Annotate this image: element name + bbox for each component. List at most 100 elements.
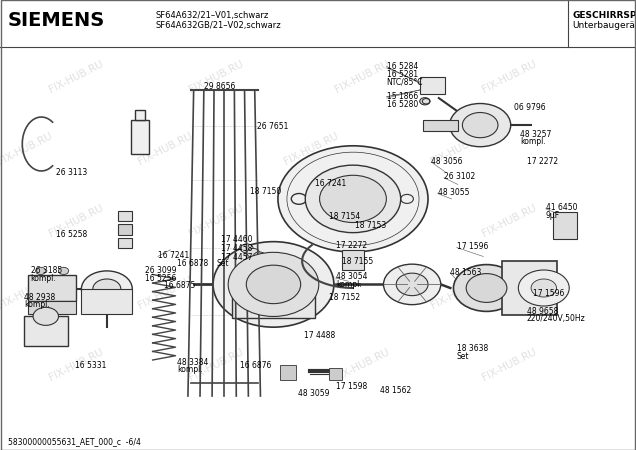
Text: 18 7153: 18 7153: [355, 221, 386, 230]
Text: FIX-HUB.RU: FIX-HUB.RU: [480, 346, 537, 382]
Bar: [280, 364, 296, 380]
Text: 18 7155: 18 7155: [342, 257, 373, 266]
Text: SIEMENS: SIEMENS: [8, 11, 105, 30]
Bar: [118, 224, 132, 235]
Text: 17 4460: 17 4460: [221, 235, 253, 244]
Circle shape: [213, 242, 334, 327]
Circle shape: [462, 112, 498, 138]
Circle shape: [93, 279, 121, 299]
Text: 06 9796: 06 9796: [514, 103, 546, 112]
Circle shape: [253, 252, 266, 261]
Text: FIX-HUB.RU: FIX-HUB.RU: [480, 202, 537, 238]
Text: 17 4457: 17 4457: [221, 253, 253, 262]
Text: 17 2272: 17 2272: [336, 241, 367, 250]
Text: 48 3054: 48 3054: [336, 272, 368, 281]
Bar: [24, 316, 68, 346]
Text: 17 1598: 17 1598: [336, 382, 367, 391]
Bar: [502, 261, 556, 315]
Bar: [232, 284, 315, 318]
Text: FIX-HUB.RU: FIX-HUB.RU: [48, 346, 105, 382]
Text: Set: Set: [216, 259, 229, 268]
Text: SF64A632GB/21–V02,schwarz: SF64A632GB/21–V02,schwarz: [156, 21, 282, 30]
Circle shape: [420, 98, 430, 105]
Bar: [135, 111, 145, 121]
Circle shape: [320, 175, 387, 222]
Text: 16 5331: 16 5331: [75, 361, 106, 370]
Text: 26 3185: 26 3185: [31, 266, 62, 275]
Text: FIX-HUB.RU: FIX-HUB.RU: [334, 202, 391, 238]
Circle shape: [453, 265, 520, 311]
Text: 48 1563: 48 1563: [450, 268, 481, 277]
Text: 16 6875: 16 6875: [164, 281, 195, 290]
Text: kompl.: kompl.: [336, 280, 361, 289]
Text: Unterbaugeräte: Unterbaugeräte: [572, 21, 636, 30]
Text: FIX-HUB.RU: FIX-HUB.RU: [334, 58, 391, 94]
Circle shape: [36, 267, 46, 274]
Text: 48 3059: 48 3059: [298, 389, 329, 398]
Text: 16 5281: 16 5281: [387, 70, 418, 79]
Text: 48 9658: 48 9658: [527, 307, 558, 316]
Bar: [329, 368, 342, 380]
Text: kompl.: kompl.: [177, 365, 202, 374]
Text: FIX-HUB.RU: FIX-HUB.RU: [48, 202, 105, 238]
Text: FIX-HUB.RU: FIX-HUB.RU: [137, 130, 194, 166]
Circle shape: [450, 104, 511, 147]
Bar: [420, 77, 445, 94]
Text: 18 7154: 18 7154: [329, 212, 361, 221]
Bar: [423, 120, 458, 130]
Text: 48 2938: 48 2938: [24, 292, 55, 302]
Bar: [81, 289, 132, 314]
Circle shape: [305, 165, 401, 233]
Circle shape: [518, 270, 569, 306]
Text: FIX-HUB.RU: FIX-HUB.RU: [334, 346, 391, 382]
Text: 17 1596: 17 1596: [457, 242, 488, 251]
Text: FIX-HUB.RU: FIX-HUB.RU: [188, 202, 245, 238]
Text: 16 5258: 16 5258: [56, 230, 87, 239]
Text: 15 1866: 15 1866: [387, 92, 418, 101]
Text: 48 3257: 48 3257: [520, 130, 551, 139]
Text: Set: Set: [457, 352, 469, 361]
Text: 58300000055631_AET_000_c  -6/4: 58300000055631_AET_000_c -6/4: [8, 437, 141, 446]
Text: 16 5280: 16 5280: [387, 100, 418, 109]
Text: 17 1596: 17 1596: [533, 289, 564, 298]
Text: 48 3055: 48 3055: [438, 188, 469, 197]
Text: NTC/85°C: NTC/85°C: [387, 77, 423, 86]
Text: 220/240V,50Hz: 220/240V,50Hz: [527, 314, 585, 323]
Text: FIX-HUB.RU: FIX-HUB.RU: [429, 274, 487, 310]
Text: 48 3056: 48 3056: [431, 157, 463, 166]
Text: kompl.: kompl.: [24, 300, 50, 309]
Text: FIX-HUB.RU: FIX-HUB.RU: [48, 58, 105, 94]
Bar: [28, 301, 76, 314]
Text: 26 7651: 26 7651: [256, 122, 288, 131]
Text: FIX-HUB.RU: FIX-HUB.RU: [188, 346, 245, 382]
Text: 48 1562: 48 1562: [380, 386, 411, 395]
Text: SF64A632/21–V01,schwarz: SF64A632/21–V01,schwarz: [156, 11, 269, 20]
Text: FIX-HUB.RU: FIX-HUB.RU: [283, 130, 340, 166]
Text: 16 5256: 16 5256: [145, 274, 176, 283]
Circle shape: [81, 271, 132, 307]
Circle shape: [33, 307, 59, 325]
Circle shape: [228, 252, 319, 316]
Circle shape: [246, 265, 301, 304]
Text: 16 7241: 16 7241: [158, 251, 189, 260]
Text: FIX-HUB.RU: FIX-HUB.RU: [429, 130, 487, 166]
Bar: [28, 275, 76, 301]
Circle shape: [59, 267, 69, 274]
Text: 18 7152: 18 7152: [329, 292, 361, 302]
Circle shape: [240, 244, 253, 253]
Circle shape: [466, 274, 507, 302]
Text: FIX-HUB.RU: FIX-HUB.RU: [480, 58, 537, 94]
Text: 26 3113: 26 3113: [56, 168, 87, 177]
Text: 16 6876: 16 6876: [240, 361, 272, 370]
Text: 17 4488: 17 4488: [304, 331, 335, 340]
Text: kompl.: kompl.: [520, 137, 546, 146]
Text: FIX-HUB.RU: FIX-HUB.RU: [283, 274, 340, 310]
Text: 48 3384: 48 3384: [177, 358, 208, 367]
Text: 18 7150: 18 7150: [250, 187, 282, 196]
Text: 16 5284: 16 5284: [387, 62, 418, 71]
Text: 9μF: 9μF: [546, 211, 560, 220]
Text: 29 8656: 29 8656: [204, 82, 235, 91]
Text: FIX-HUB.RU: FIX-HUB.RU: [0, 130, 54, 166]
Text: FIX-HUB.RU: FIX-HUB.RU: [0, 274, 54, 310]
Text: FIX-HUB.RU: FIX-HUB.RU: [188, 58, 245, 94]
